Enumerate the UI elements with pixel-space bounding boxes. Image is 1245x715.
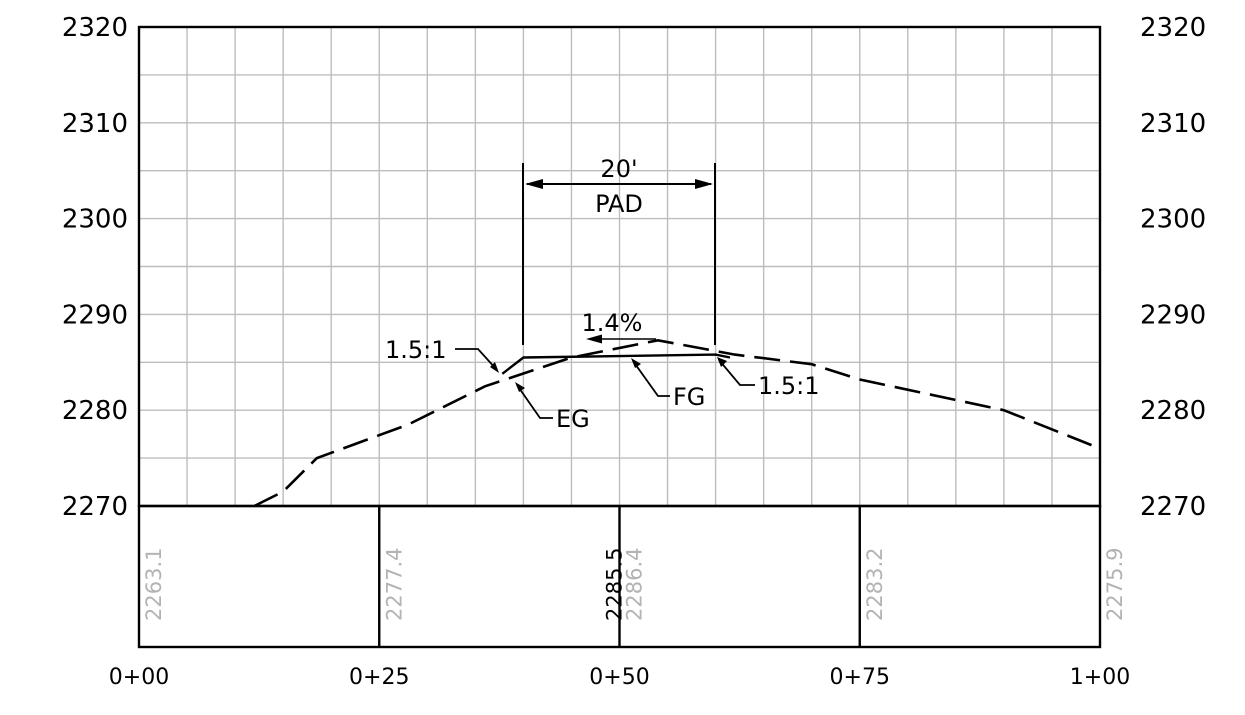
eg-leader [516, 384, 553, 419]
band-eg-elevation: 2283.2 [863, 548, 887, 621]
grade-label: 1.4% [582, 309, 643, 337]
elevation-tick-label-left: 2280 [62, 396, 128, 426]
elevation-tick-label-left: 2310 [62, 109, 128, 139]
band-eg-elevation: 2263.1 [142, 548, 166, 621]
fg-arrow [631, 358, 641, 368]
elevation-band: 2263.1 2277.4 2286.4 2283.2 2275.9 2285.5 [137, 504, 1127, 649]
elevation-tick-label-left: 2270 [62, 492, 128, 522]
eg-callout-label: EG [556, 405, 590, 433]
fg-leader [632, 360, 670, 397]
station-tick-label: 0+25 [349, 665, 409, 690]
fg-callout-label: FG [673, 383, 705, 411]
band-eg-elevation: 2275.9 [1103, 548, 1127, 621]
left-slope-callout: 1.5:1 [385, 336, 499, 373]
right-slope-leader [718, 359, 755, 386]
elevation-tick-label-right: 2290 [1140, 300, 1206, 330]
band-eg-elevation: 2286.4 [623, 548, 647, 621]
station-tick-label: 1+00 [1070, 665, 1130, 690]
right-slope-arrow [717, 357, 727, 367]
band-eg-elevation: 2277.4 [382, 548, 406, 621]
grade-arrow-head [586, 334, 602, 344]
right-slope-label: 1.5:1 [758, 372, 820, 400]
station-tick-label: 0+00 [109, 665, 169, 690]
elevation-tick-label-right: 2280 [1140, 396, 1206, 426]
right-slope-callout: 1.5:1 [717, 357, 820, 400]
left-slope-arrow [490, 362, 499, 373]
elevation-tick-label-left: 2320 [62, 13, 128, 43]
pad-width-label: 20' [600, 155, 637, 183]
fg-callout: FG [631, 358, 705, 411]
left-slope-label: 1.5:1 [385, 336, 447, 364]
grade-callout: 1.4% [582, 309, 656, 344]
pad-dimension: 20' PAD [522, 155, 716, 345]
elevation-labels-left: 2270 2280 2290 2300 2310 2320 [62, 13, 128, 522]
elevation-labels-right: 2270 2280 2290 2300 2310 2320 [1140, 13, 1206, 522]
profile-grid [137, 25, 1102, 508]
existing-ground-profile [253, 338, 1101, 508]
elevation-tick-label-left: 2300 [62, 205, 128, 235]
elevation-tick-label-right: 2270 [1140, 492, 1206, 522]
elevation-tick-label-left: 2290 [62, 300, 128, 330]
station-tick-label: 0+75 [830, 665, 890, 690]
left-slope-leader [455, 348, 498, 371]
eg-callout: EG [515, 382, 590, 433]
eg-arrow [515, 382, 525, 392]
elevation-tick-label-right: 2320 [1140, 13, 1206, 43]
station-tick-label: 0+50 [589, 665, 649, 690]
elevation-tick-label-right: 2310 [1140, 109, 1206, 139]
elevation-tick-label-right: 2300 [1140, 205, 1206, 235]
station-labels: 0+00 0+25 0+50 0+75 1+00 [109, 665, 1130, 690]
pad-name-label: PAD [595, 190, 643, 218]
pad-arrow-right [695, 179, 713, 189]
band-fg-elevation: 2285.5 [603, 548, 627, 621]
finished-grade-profile [501, 353, 731, 375]
pad-arrow-left [525, 179, 543, 189]
